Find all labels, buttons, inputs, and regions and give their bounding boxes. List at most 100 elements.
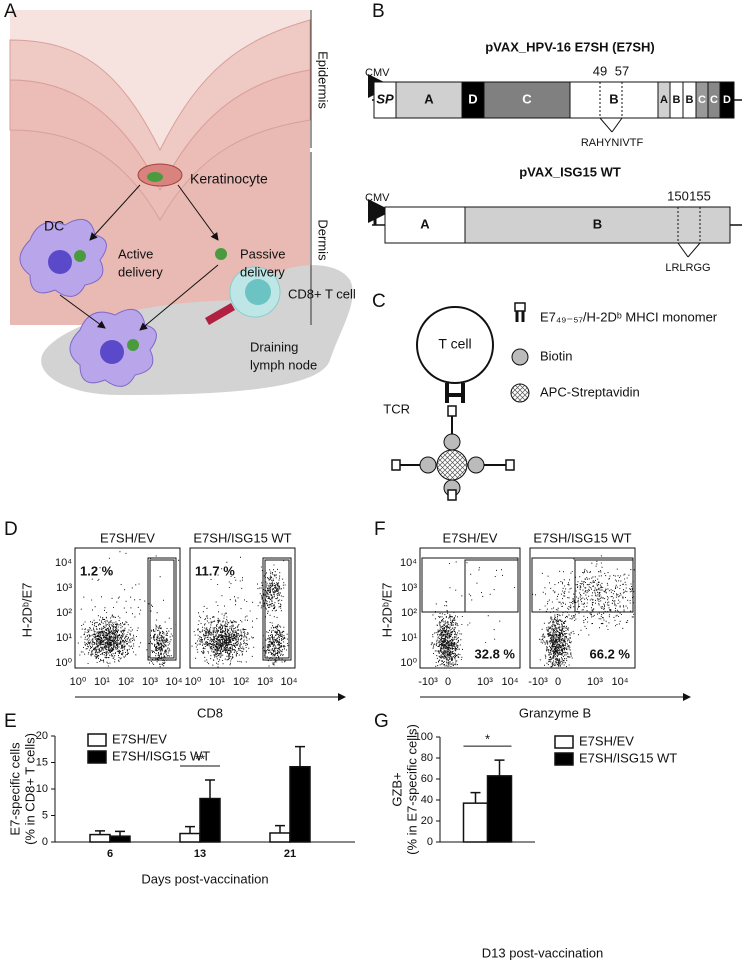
y-tick-label: 60 [421,773,433,785]
x-tick-label: 6 [107,848,113,860]
segment [384,206,466,244]
x-axis-label: Days post-vaccination [141,871,268,886]
x-tick-label: 10⁰ [70,676,87,688]
x-tick-label: 10¹ [209,676,225,688]
y-tick-label: 10³ [56,582,72,594]
x-tick-label: 10⁴ [612,676,629,688]
y-tick-label: 20 [36,730,48,742]
gate-percent: 66.2 % [590,646,631,661]
gate-percent: 11.7 % [195,563,235,578]
segment-label: C [522,91,532,106]
sequence-leader [687,242,701,258]
x-tick-label: 10² [233,676,249,688]
dc-label: DC [44,218,64,234]
legend-label: E7SH/ISG15 WT [112,748,210,763]
gate [464,559,519,613]
x-tick-label: 10³ [477,676,493,688]
legend-swatch [554,735,574,749]
x-tick-label: 10⁴ [166,676,183,688]
cell-events [430,561,515,668]
tetramer-diagram [391,302,530,501]
x-tick-label: 10² [118,676,134,688]
segment-label: B [593,216,602,231]
keratinocyte-label: Keratinocyte [190,171,268,187]
x-tick-label: 10⁴ [281,676,298,688]
gate-percent: 1.2 % [80,563,114,578]
promoter-label: CMV [365,192,390,204]
y-tick-label: 10³ [401,582,417,594]
sequence-leader [599,117,613,133]
error-bar [494,759,505,776]
active-label: Active [118,246,153,261]
bar [109,835,131,843]
legend-swatch [87,733,107,747]
segment-label: A [660,94,668,106]
x-tick-label: -10³ [528,676,548,688]
plot-frame [189,547,296,669]
gate [574,559,634,613]
cell-events [191,556,289,668]
y-axis-label: E7-specific cells [7,742,22,836]
y-axis-label: GZB+ [389,772,404,806]
error-bar [115,830,125,837]
x-axis-label: Granzyme B [519,705,591,720]
panel-label: F [374,519,386,540]
active-label: delivery [118,264,163,279]
cell-events [77,551,180,668]
y-tick-label: 10¹ [401,632,417,644]
sequence-leader [611,117,623,133]
sequence-label: LRLRGG [665,262,710,274]
error-bar [205,779,215,799]
y-tick-label: 0 [427,836,433,848]
gate [147,557,177,661]
bar [89,833,111,843]
construct-title: pVAX_HPV-16 E7SH (E7SH) [485,39,655,54]
segment [464,206,731,244]
segment-label: D [723,94,731,106]
group-title: E7SH/EV [100,530,155,545]
y-axis-label: H-2Dᵇ/E7 [19,583,34,638]
layer-label: Dermis [316,219,331,261]
construct-title: pVAX_ISG15 WT [519,164,621,179]
plot-frame [529,547,636,669]
position-label: 155 [689,188,711,203]
significance-label: ** [195,751,205,766]
panel-label: E [4,711,17,732]
segment-label: C [710,94,718,106]
bar [179,832,201,843]
passive-label: Passive [240,246,286,261]
segment-label: A [424,91,434,106]
bar [289,765,311,843]
group-title: E7SH/ISG15 WT [533,530,631,545]
panel-label: B [372,1,385,22]
panel-label: G [374,711,389,732]
x-tick-label: 21 [284,848,296,860]
bar [199,797,221,843]
significance-label: * [485,732,490,747]
panel-label: A [4,1,17,22]
sequence-leader [677,242,689,258]
y-tick-label: 20 [421,815,433,827]
passive-label: delivery [240,264,285,279]
position-label: 57 [615,63,629,78]
sequence-label: RAHYNIVTF [581,137,644,149]
x-tick-label: 10¹ [94,676,110,688]
y-tick-label: 10¹ [56,632,72,644]
bar [486,775,513,843]
position-label: 150 [667,188,689,203]
y-tick-label: 10² [401,607,417,619]
promoter-label: CMV [365,67,390,79]
legend-label: E7SH/ISG15 WT [579,750,677,765]
y-tick-label: 80 [421,752,433,764]
segment [719,81,735,119]
x-tick-label: 0 [555,676,561,688]
segment-label: SP [376,91,394,106]
segment [483,81,571,119]
plot-frame [419,547,521,669]
y-axis-label: (% in CD8+ T cells) [22,733,37,845]
segment-label: A [420,216,430,231]
y-axis-label: (% in E7-specific cells) [404,724,419,855]
y-tick-label: 40 [421,794,433,806]
